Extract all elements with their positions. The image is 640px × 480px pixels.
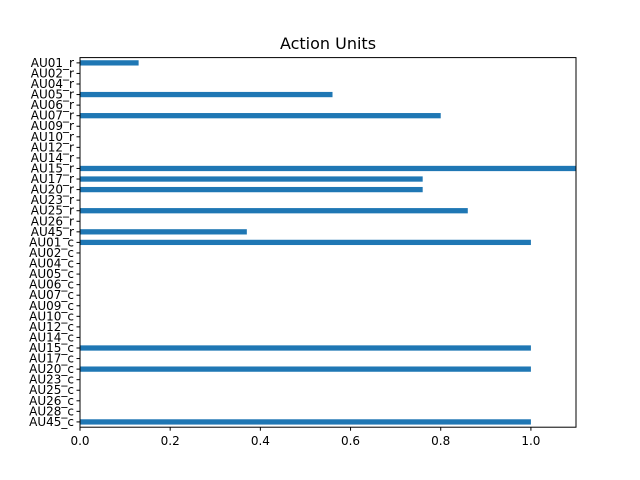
y-tick-label: AU10_c	[29, 309, 74, 323]
bar-au25-r	[80, 208, 468, 214]
y-tick-label: AU05_r	[31, 88, 74, 102]
bars-group	[80, 60, 576, 425]
plot-frame	[79, 57, 577, 428]
bar-au05-r	[80, 91, 333, 98]
y-tick-label: AU05_c	[29, 267, 74, 281]
chart-title: Action Units	[280, 34, 376, 53]
y-tick-label: AU01_c	[29, 235, 74, 249]
y-tick-label: AU09_r	[31, 119, 74, 133]
x-tick-label: 0.0	[70, 434, 89, 448]
bar-au07-r	[80, 113, 441, 119]
x-axis-ticks: 0.0 0.2 0.4 0.6 0.8 1.0	[70, 427, 540, 448]
y-tick-label: AU09_c	[29, 299, 74, 313]
bar-au20-r	[80, 186, 423, 193]
y-tick-label: AU07_c	[29, 288, 74, 302]
y-tick-label: AU15_r	[31, 161, 74, 175]
y-tick-label: AU25_r	[31, 204, 74, 218]
y-tick-label: AU02_r	[31, 66, 74, 80]
x-tick-label: 0.6	[341, 434, 360, 448]
y-tick-label: AU45_c	[29, 415, 74, 429]
y-tick-label: AU15_c	[29, 341, 74, 355]
y-tick-label: AU04_c	[29, 257, 74, 271]
y-tick-label: AU20_c	[29, 362, 74, 376]
y-tick-label: AU23_c	[29, 373, 74, 387]
y-tick-label: AU14_c	[29, 330, 74, 344]
y-tick-label: AU23_r	[31, 193, 74, 207]
y-axis-ticks: AU01_rAU02_rAU04_rAU05_rAU06_rAU07_rAU09…	[29, 56, 80, 429]
bar-au15-r	[80, 165, 576, 172]
y-tick-label: AU28_c	[29, 404, 74, 418]
y-tick-label: AU07_r	[31, 109, 74, 123]
x-tick-label: 0.8	[431, 434, 450, 448]
x-tick-label: 0.4	[251, 434, 270, 448]
y-tick-label: AU12_r	[31, 140, 74, 154]
y-tick-label: AU26_r	[31, 214, 74, 228]
y-tick-label: AU20_r	[31, 183, 74, 197]
y-tick-label: AU14_r	[31, 151, 74, 165]
y-tick-label: AU06_c	[29, 278, 74, 292]
y-tick-label: AU02_c	[29, 246, 74, 260]
y-tick-label: AU26_c	[29, 394, 74, 408]
bar-au01-c	[80, 239, 531, 246]
y-tick-label: AU01_r	[31, 56, 74, 70]
bar-au45-c	[80, 419, 531, 425]
y-tick-label: AU25_c	[29, 383, 74, 397]
y-tick-label: AU06_r	[31, 98, 74, 112]
y-tick-label: AU10_r	[31, 130, 74, 144]
y-tick-label: AU17_c	[29, 352, 74, 366]
y-tick-label: AU04_r	[31, 77, 74, 91]
bar-au15-c	[80, 345, 531, 351]
y-tick-label: AU17_r	[31, 172, 74, 186]
bar-au01-r	[80, 60, 139, 66]
bar-au20-c	[80, 366, 531, 372]
y-tick-label: AU12_c	[29, 320, 74, 334]
y-tick-label: AU45_r	[31, 225, 74, 239]
x-tick-label: 0.2	[161, 434, 180, 448]
bar-au17-r	[80, 176, 423, 182]
x-tick-label: 1.0	[521, 434, 540, 448]
bar-au45-r	[80, 229, 247, 235]
